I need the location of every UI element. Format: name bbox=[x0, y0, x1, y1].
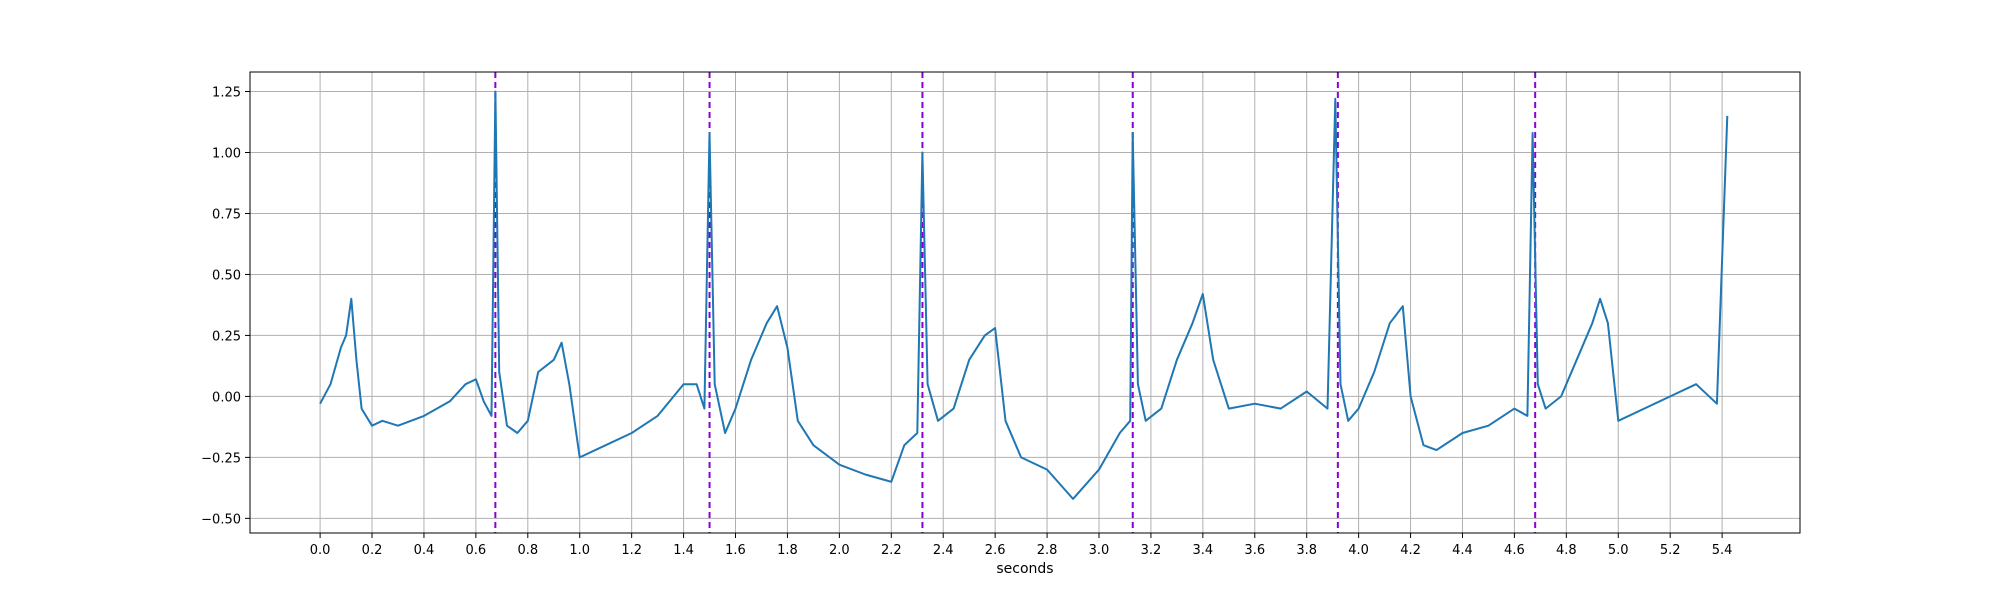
x-tick-label: 1.0 bbox=[569, 543, 590, 558]
x-tick-label: 5.4 bbox=[1712, 543, 1733, 558]
y-axis-ticks: −0.50 −0.25 0.00 0.25 0.50 0.75 1.00 1.25 bbox=[201, 86, 250, 527]
x-tick-label: 3.4 bbox=[1193, 543, 1214, 558]
x-tick-label: 4.6 bbox=[1504, 543, 1525, 558]
x-tick-label: 5.2 bbox=[1660, 543, 1681, 558]
x-tick-label: 0.6 bbox=[466, 543, 487, 558]
x-tick-label: 4.0 bbox=[1348, 543, 1369, 558]
y-tick-label: −0.25 bbox=[201, 451, 241, 466]
x-tick-label: 0.0 bbox=[310, 543, 331, 558]
x-tick-label: 2.6 bbox=[985, 543, 1006, 558]
x-tick-label: 1.2 bbox=[621, 543, 642, 558]
x-tick-label: 1.4 bbox=[673, 543, 694, 558]
y-tick-label: −0.50 bbox=[201, 512, 241, 527]
x-tick-label: 5.0 bbox=[1608, 543, 1629, 558]
x-tick-label: 2.4 bbox=[933, 543, 954, 558]
x-tick-label: 4.2 bbox=[1400, 543, 1421, 558]
x-tick-label: 2.0 bbox=[829, 543, 850, 558]
x-tick-label: 4.4 bbox=[1452, 543, 1473, 558]
x-axis-label: seconds bbox=[996, 561, 1053, 577]
x-tick-label: 0.4 bbox=[414, 543, 435, 558]
plot-area-frame bbox=[249, 71, 1801, 534]
y-tick-label: 1.25 bbox=[212, 86, 241, 101]
y-tick-label: 0.50 bbox=[212, 268, 241, 283]
signal-line bbox=[319, 90, 1729, 500]
y-tick-label: 0.00 bbox=[212, 390, 241, 405]
y-tick-label: 0.25 bbox=[212, 329, 241, 344]
grid-lines bbox=[250, 72, 1800, 533]
x-tick-label: 3.8 bbox=[1296, 543, 1317, 558]
signal-series bbox=[319, 90, 1729, 500]
x-tick-label: 2.8 bbox=[1037, 543, 1058, 558]
x-tick-label: 4.8 bbox=[1556, 543, 1577, 558]
x-tick-label: 3.6 bbox=[1244, 543, 1265, 558]
x-tick-label: 3.2 bbox=[1141, 543, 1162, 558]
y-tick-label: 1.00 bbox=[212, 146, 241, 161]
x-tick-label: 1.6 bbox=[725, 543, 746, 558]
y-tick-label: 0.75 bbox=[212, 207, 241, 222]
x-tick-label: 1.8 bbox=[777, 543, 798, 558]
x-tick-label: 3.0 bbox=[1089, 543, 1110, 558]
x-tick-label: 0.8 bbox=[517, 543, 538, 558]
x-axis-ticks: 0.0 0.2 0.4 0.6 0.8 1.0 1.2 1.4 1.6 1.8 2.0 2.2 2.4 2… bbox=[310, 533, 1733, 558]
x-tick-label: 0.2 bbox=[362, 543, 383, 558]
x-tick-label: 2.2 bbox=[881, 543, 902, 558]
